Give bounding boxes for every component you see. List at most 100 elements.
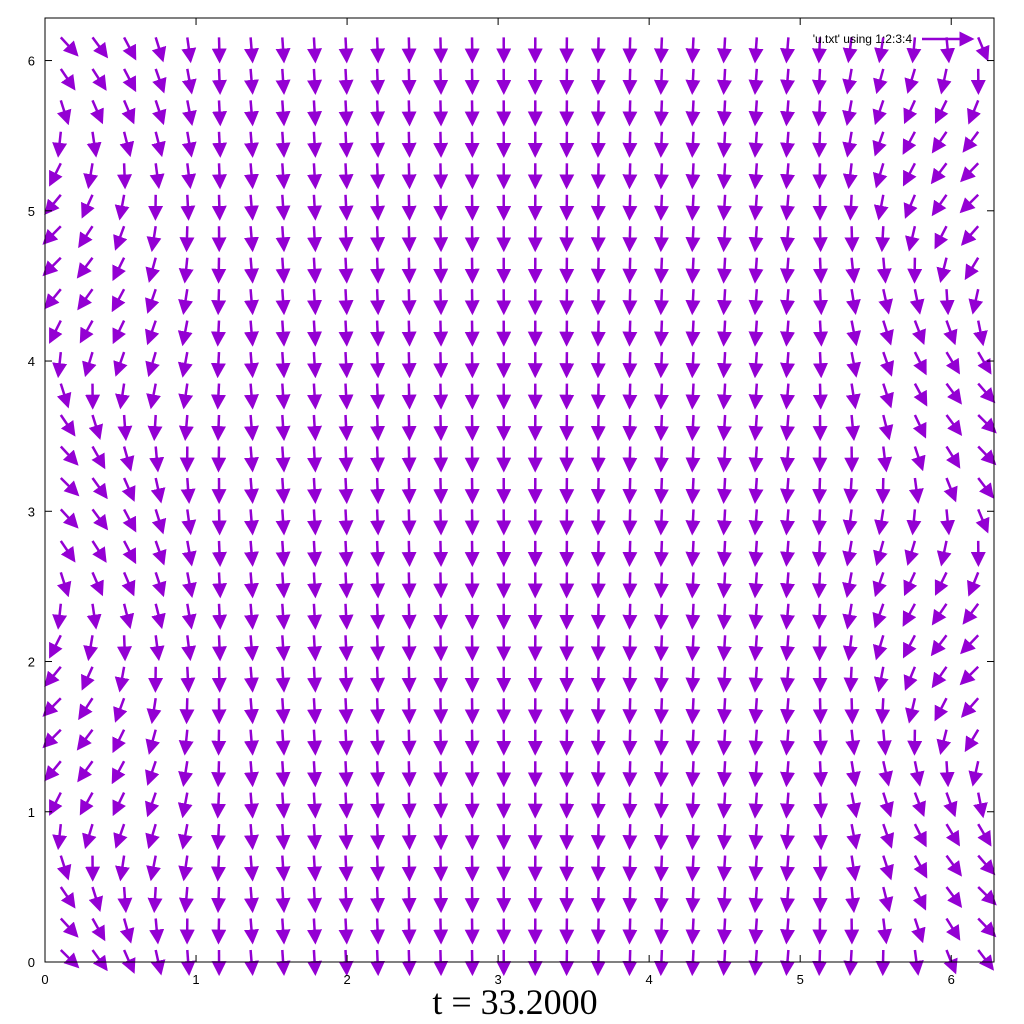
vector-arrow	[590, 163, 606, 190]
vector-arrow	[401, 37, 417, 64]
vector-arrow	[81, 194, 95, 219]
vector-arrow	[622, 257, 638, 284]
vector-arrow	[622, 792, 638, 819]
vector-arrow	[945, 414, 963, 437]
vector-arrow	[59, 949, 80, 969]
vector-arrow	[433, 414, 449, 442]
vector-arrow	[913, 823, 927, 848]
vector-arrow	[275, 886, 291, 914]
vector-arrow	[111, 288, 126, 313]
vector-arrow	[622, 666, 638, 693]
vector-arrow	[968, 760, 984, 787]
vector-arrow	[433, 729, 449, 756]
vector-arrow	[622, 320, 638, 347]
vector-arrow	[307, 289, 323, 316]
vector-arrow	[401, 572, 417, 599]
vector-arrow	[716, 761, 732, 788]
vector-arrow	[151, 37, 167, 63]
vector-arrow	[212, 100, 228, 127]
vector-arrow	[401, 698, 417, 725]
vector-arrow	[716, 383, 732, 410]
vector-arrow	[112, 257, 126, 282]
vector-arrow	[338, 477, 354, 505]
vector-arrow	[590, 729, 606, 756]
vector-arrow	[846, 792, 862, 819]
vector-arrow	[275, 383, 291, 410]
vector-arrow	[964, 729, 980, 753]
vector-arrow	[91, 36, 109, 59]
vector-arrow	[433, 226, 449, 253]
vector-arrow	[780, 37, 795, 64]
vector-arrow	[145, 823, 160, 850]
vector-arrow	[113, 823, 128, 849]
vector-arrow	[590, 194, 606, 221]
vector-arrow	[181, 509, 197, 536]
vector-arrow	[114, 194, 130, 221]
vector-arrow	[338, 289, 354, 316]
vector-arrow	[811, 100, 827, 127]
vector-arrow	[179, 226, 195, 253]
vector-arrow	[338, 257, 354, 284]
vector-arrow	[748, 477, 764, 504]
vector-arrow	[338, 131, 354, 158]
vector-arrow	[83, 163, 99, 190]
vector-arrow	[945, 445, 961, 469]
y-tick-label: 0	[28, 955, 35, 970]
vector-arrow	[275, 352, 291, 379]
vector-arrow	[152, 68, 167, 94]
vector-arrow	[401, 194, 417, 221]
vector-arrow	[940, 37, 956, 64]
vector-arrow	[902, 131, 917, 155]
vector-arrow	[590, 414, 606, 442]
vector-arrow	[590, 477, 606, 505]
vector-arrow	[876, 257, 892, 284]
vector-arrow	[211, 414, 227, 442]
vector-arrow	[843, 194, 859, 221]
vector-arrow	[716, 446, 732, 473]
vector-arrow	[846, 320, 862, 347]
vector-arrow	[845, 414, 861, 442]
vector-arrow	[653, 100, 669, 127]
vector-arrow	[307, 477, 323, 504]
vector-arrow	[433, 383, 449, 410]
vector-arrow	[716, 824, 732, 851]
vector-arrow	[873, 540, 888, 567]
vector-arrow	[122, 540, 137, 565]
vector-arrow	[936, 729, 952, 756]
vector-arrow	[370, 824, 386, 851]
vector-arrow	[338, 414, 354, 442]
vector-arrow	[716, 226, 732, 253]
vector-arrow	[716, 698, 732, 725]
vector-arrow	[91, 917, 106, 942]
vector-arrow	[338, 37, 354, 64]
vector-arrow	[307, 68, 323, 95]
vector-arrow	[338, 383, 354, 410]
vector-arrow	[178, 729, 194, 756]
vector-arrow	[338, 761, 354, 788]
vector-arrow	[307, 509, 323, 536]
vector-arrow	[433, 918, 449, 945]
vector-arrow	[622, 886, 638, 914]
vector-arrow	[879, 855, 894, 881]
vector-arrow	[49, 320, 63, 344]
vector-arrow	[622, 68, 638, 95]
vector-arrow	[936, 257, 952, 284]
vector-arrow	[275, 131, 291, 158]
vector-arrow	[433, 698, 449, 725]
vector-arrow	[56, 100, 72, 126]
vector-arrow	[149, 635, 165, 662]
vector-arrow	[685, 289, 701, 316]
vector-arrow	[275, 603, 291, 630]
vector-arrow	[911, 320, 926, 346]
vector-arrow	[76, 256, 94, 279]
vector-arrow	[244, 477, 259, 504]
y-tick-label: 6	[28, 54, 35, 69]
vector-arrow	[210, 320, 226, 347]
vector-arrow	[812, 257, 828, 284]
vector-arrow	[370, 446, 386, 473]
vector-arrow	[307, 320, 323, 347]
vector-arrow	[903, 99, 918, 125]
vector-arrow	[904, 68, 919, 94]
vector-arrow	[973, 320, 988, 347]
vector-arrow	[590, 352, 606, 379]
